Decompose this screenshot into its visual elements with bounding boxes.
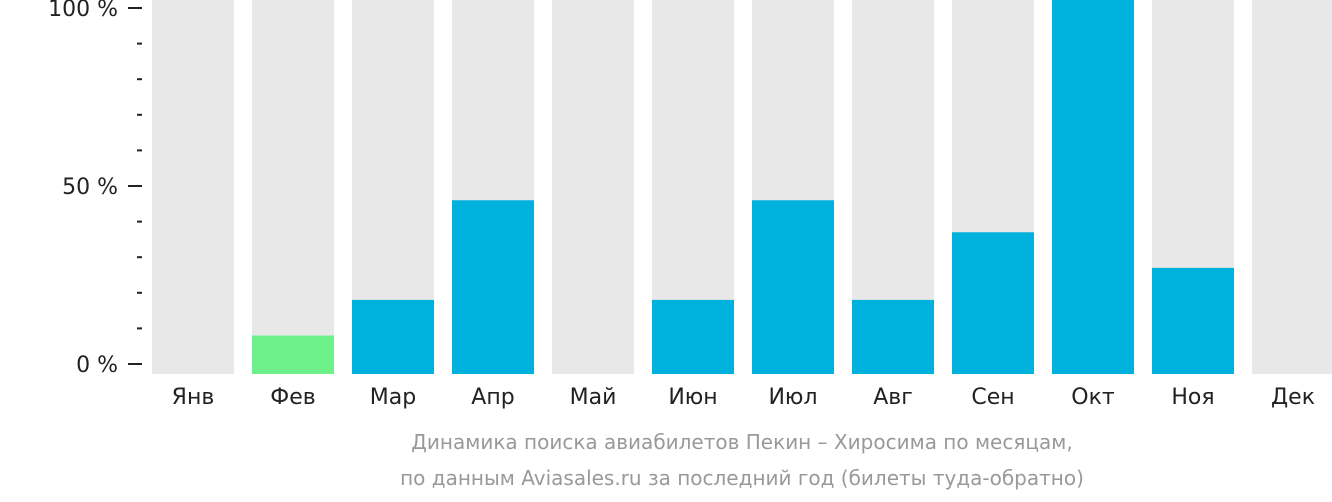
x-tick-label: Апр: [471, 385, 514, 410]
bar-track-12: [1252, 0, 1332, 374]
bar-4: [452, 200, 534, 374]
bar-8: [852, 299, 934, 374]
x-tick-label: Сен: [971, 385, 1014, 410]
y-tick-label: 100 %: [48, 0, 118, 22]
bar-2: [252, 335, 334, 374]
y-axis: 100 % 50 % 0 %: [48, 0, 142, 378]
chart-caption-line-2: по данным Aviasales.ru за последний год …: [400, 466, 1084, 490]
x-tick-label: Май: [570, 385, 617, 410]
bar-track-1: [152, 0, 234, 374]
x-axis-labels: Янв Фев Мар Апр Май Июн Июл Авг Сен Окт Ноя Дек: [172, 385, 1315, 410]
x-tick-label: Июн: [668, 385, 717, 410]
bar-3: [352, 299, 434, 374]
x-tick-label: Фев: [270, 385, 315, 410]
bar-7: [752, 200, 834, 374]
bar-11: [1152, 267, 1234, 374]
bar-track-2: [252, 0, 334, 374]
x-tick-label: Окт: [1071, 385, 1115, 410]
bar-6: [652, 299, 734, 374]
monthly-search-bar-chart: 100 % 50 % 0 % Янв Фев Мар Апр Май Июн Июл Авг Сен…: [48, 0, 1332, 410]
x-tick-label: Мар: [370, 385, 416, 410]
x-tick-label: Дек: [1271, 385, 1315, 410]
x-tick-label: Ноя: [1171, 385, 1214, 410]
bar-10: [1052, 0, 1134, 374]
bar-9: [952, 232, 1034, 374]
y-tick-label: 50 %: [62, 175, 118, 200]
y-tick-label: 0 %: [76, 353, 118, 378]
chart-caption-line-1: Динамика поиска авиабилетов Пекин – Хиро…: [411, 430, 1073, 454]
bars: [252, 0, 1234, 374]
bar-track-5: [552, 0, 634, 374]
x-tick-label: Авг: [873, 385, 913, 410]
x-tick-label: Июл: [768, 385, 817, 410]
x-tick-label: Янв: [172, 385, 215, 410]
